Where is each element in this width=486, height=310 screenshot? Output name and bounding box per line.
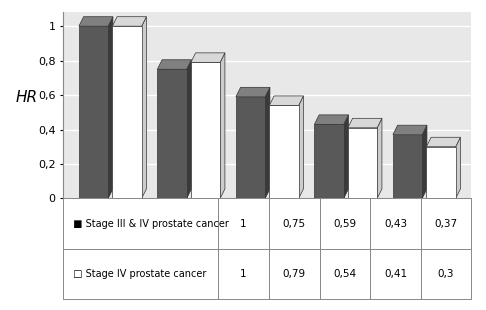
Polygon shape	[236, 87, 270, 97]
Polygon shape	[344, 115, 348, 198]
Polygon shape	[269, 96, 303, 105]
Bar	[218, 249, 269, 299]
Bar	[320, 249, 370, 299]
Text: 0,3: 0,3	[438, 269, 454, 279]
Polygon shape	[142, 17, 146, 198]
Bar	[63, 249, 218, 299]
Text: 1: 1	[240, 219, 247, 228]
Bar	[63, 198, 218, 249]
Y-axis label: HR: HR	[16, 91, 37, 105]
Polygon shape	[157, 69, 187, 198]
Polygon shape	[112, 17, 146, 26]
Text: 1: 1	[240, 269, 247, 279]
Polygon shape	[348, 118, 382, 128]
Bar	[370, 249, 421, 299]
Polygon shape	[236, 97, 265, 198]
Bar	[320, 198, 370, 249]
Text: ■ Stage III & IV prostate cancer: ■ Stage III & IV prostate cancer	[67, 219, 229, 228]
Text: 0,37: 0,37	[434, 219, 458, 228]
Polygon shape	[269, 105, 299, 198]
Polygon shape	[157, 60, 191, 69]
Polygon shape	[299, 96, 303, 198]
Polygon shape	[426, 137, 460, 147]
Polygon shape	[456, 137, 460, 198]
Polygon shape	[265, 87, 270, 198]
Text: 0,54: 0,54	[333, 269, 356, 279]
Polygon shape	[79, 26, 108, 198]
Bar	[370, 198, 421, 249]
Text: 0,79: 0,79	[283, 269, 306, 279]
Text: 0,43: 0,43	[384, 219, 407, 228]
Text: □ Stage IV prostate cancer: □ Stage IV prostate cancer	[67, 269, 207, 279]
Polygon shape	[377, 118, 382, 198]
Polygon shape	[393, 125, 427, 135]
Polygon shape	[393, 135, 422, 198]
Polygon shape	[112, 26, 142, 198]
Text: 0,75: 0,75	[283, 219, 306, 228]
Polygon shape	[191, 62, 220, 198]
Polygon shape	[314, 115, 348, 124]
Polygon shape	[220, 53, 225, 198]
Polygon shape	[426, 147, 456, 198]
Bar	[218, 198, 269, 249]
Text: 0,41: 0,41	[384, 269, 407, 279]
Text: 0,59: 0,59	[333, 219, 356, 228]
Polygon shape	[108, 17, 113, 198]
Polygon shape	[422, 125, 427, 198]
Bar	[421, 249, 471, 299]
Bar	[421, 198, 471, 249]
Polygon shape	[79, 17, 113, 26]
Polygon shape	[187, 60, 191, 198]
Polygon shape	[314, 124, 344, 198]
Bar	[269, 198, 320, 249]
Bar	[269, 249, 320, 299]
Polygon shape	[348, 128, 377, 198]
Polygon shape	[191, 53, 225, 62]
